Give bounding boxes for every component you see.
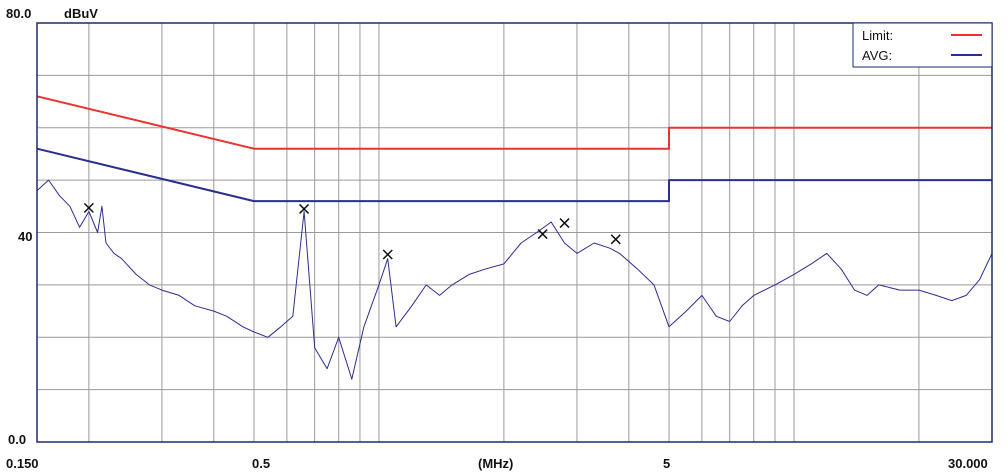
peak-marker (299, 203, 310, 214)
peak-marker (382, 249, 393, 260)
series-line-avg (36, 147, 992, 203)
x-tick-label-end: 30.000 (948, 456, 988, 471)
series-line-measurement (36, 179, 993, 380)
peak-markers (83, 202, 621, 260)
plot-frame (36, 22, 993, 443)
legend-box (852, 22, 993, 68)
peak-marker (83, 202, 94, 213)
legend-label-avg: AVG: (862, 48, 892, 63)
x-axis-unit-label: (MHz) (478, 456, 513, 471)
y-tick-label-bottom: 0.0 (8, 432, 26, 447)
x-tick-label-0-5: 0.5 (252, 456, 270, 471)
y-tick-label-top: 80.0 (6, 6, 31, 21)
x-tick-label-start: 0.150 (6, 456, 39, 471)
series-line-limit (36, 95, 992, 150)
peak-marker (559, 218, 570, 229)
grid-lines (37, 23, 992, 442)
peak-marker (610, 234, 621, 245)
peak-marker (537, 229, 548, 240)
legend-label-limit: Limit: (862, 28, 893, 43)
legend: Limit: AVG: (852, 22, 993, 68)
series-layer (36, 95, 993, 380)
y-axis-unit-label: dBuV (64, 6, 98, 21)
y-tick-label-mid: 40 (18, 229, 32, 244)
x-tick-label-5: 5 (663, 456, 670, 471)
